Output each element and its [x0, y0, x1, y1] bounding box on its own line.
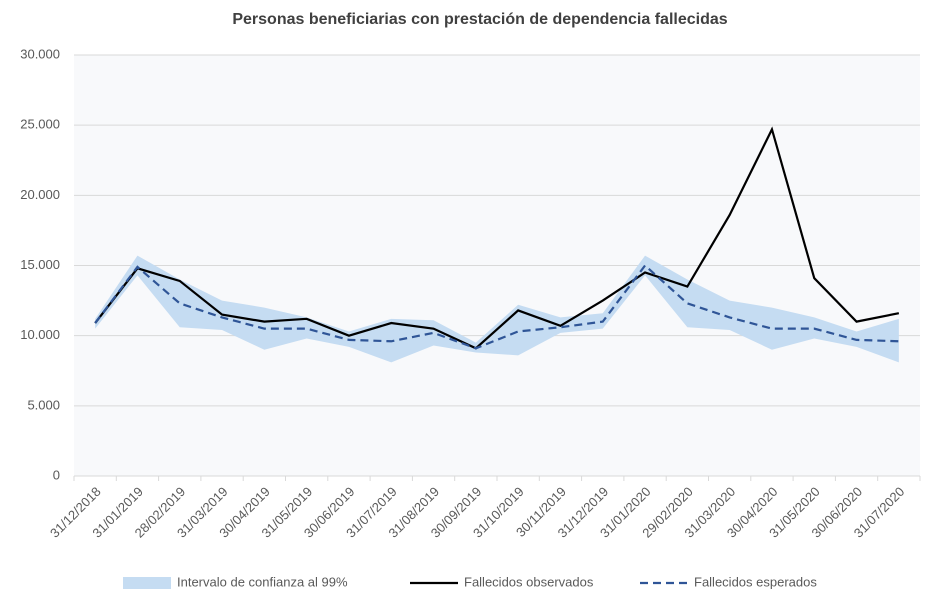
- legend-label: Fallecidos esperados: [694, 574, 817, 589]
- legend-label: Fallecidos observados: [464, 574, 594, 589]
- series-line: [94, 263, 899, 350]
- confidence-band: [95, 255, 899, 363]
- y-tick-label: 30.000: [20, 46, 60, 61]
- chart-title: Personas beneficiarias con prestación de…: [232, 11, 727, 28]
- y-tick-label: 5.000: [27, 397, 60, 412]
- y-tick-label: 20.000: [20, 187, 60, 202]
- y-tick-label: 25.000: [20, 117, 60, 132]
- y-tick-label: 15.000: [20, 257, 60, 272]
- legend-swatch: [123, 577, 171, 589]
- legend-label: Intervalo de confianza al 99%: [177, 574, 348, 589]
- y-tick-label: 0: [53, 467, 60, 482]
- series-line: [94, 126, 900, 350]
- y-tick-label: 10.000: [20, 327, 60, 342]
